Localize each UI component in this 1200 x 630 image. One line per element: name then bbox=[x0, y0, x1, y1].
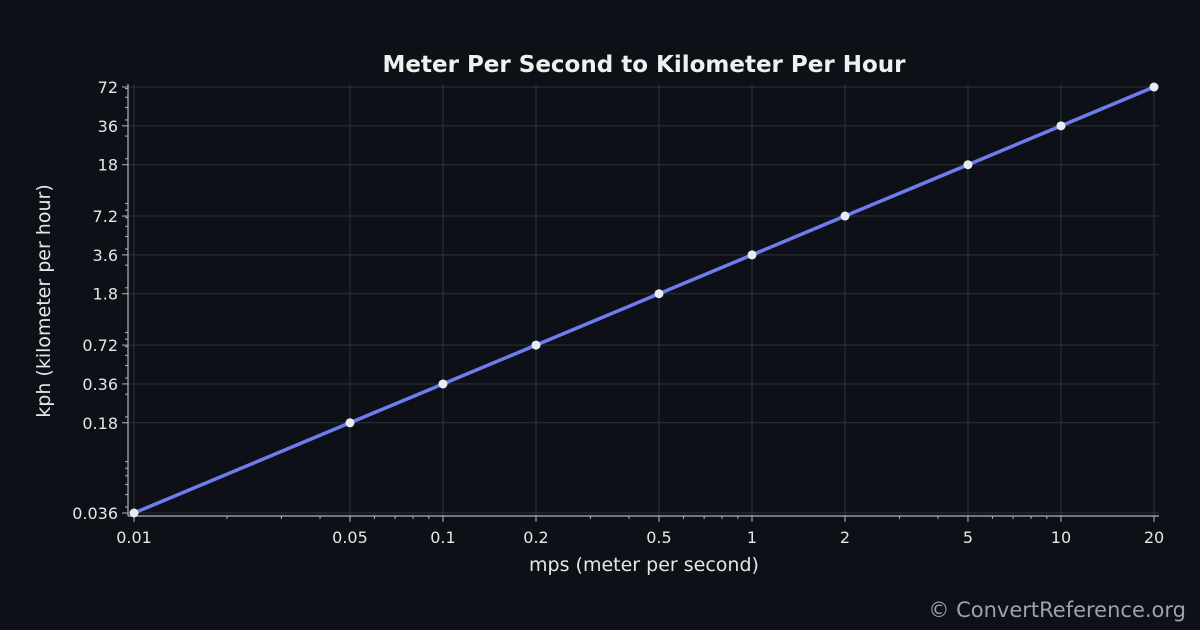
y-tick-label: 0.036 bbox=[72, 504, 118, 523]
data-point bbox=[654, 289, 664, 299]
watermark-text: © ConvertReference.org bbox=[928, 598, 1186, 622]
x-tick-label: 2 bbox=[840, 528, 850, 547]
tick-labels: 0.01 0.05 0.1 0.2 0.5 1 2 5 10 20 0.036 0.18 0.36 0.7… bbox=[72, 78, 1164, 547]
x-tick-label: 0.2 bbox=[523, 528, 548, 547]
grid-lines bbox=[128, 84, 1159, 516]
data-point bbox=[1149, 82, 1159, 92]
x-axis-label: mps (meter per second) bbox=[529, 554, 759, 576]
y-tick-label: 7.2 bbox=[93, 207, 118, 226]
data-point bbox=[345, 418, 355, 428]
data-point bbox=[963, 160, 973, 170]
x-tick-label: 1 bbox=[747, 528, 757, 547]
axes bbox=[122, 84, 1159, 522]
y-tick-label: 0.72 bbox=[82, 336, 118, 355]
data-point bbox=[129, 508, 139, 518]
x-tick-label: 5 bbox=[963, 528, 973, 547]
y-axis-label: kph (kilometer per hour) bbox=[33, 184, 55, 417]
x-tick-label: 0.05 bbox=[332, 528, 368, 547]
y-tick-label: 0.18 bbox=[82, 414, 118, 433]
data-series bbox=[129, 82, 1159, 518]
y-tick-label: 18 bbox=[98, 156, 118, 175]
x-tick-label: 0.5 bbox=[646, 528, 671, 547]
data-point bbox=[531, 340, 541, 350]
x-tick-label: 0.1 bbox=[430, 528, 455, 547]
data-point bbox=[840, 211, 850, 221]
data-point bbox=[747, 250, 757, 260]
x-tick-label: 0.01 bbox=[116, 528, 152, 547]
data-point bbox=[438, 379, 448, 389]
y-tick-label: 3.6 bbox=[93, 246, 118, 265]
y-tick-label: 36 bbox=[98, 117, 118, 136]
chart-title: Meter Per Second to Kilometer Per Hour bbox=[383, 52, 907, 78]
data-point bbox=[1056, 121, 1066, 131]
y-tick-label: 1.8 bbox=[93, 285, 118, 304]
y-tick-label: 0.36 bbox=[82, 375, 118, 394]
y-tick-label: 72 bbox=[98, 78, 118, 97]
x-tick-label: 10 bbox=[1051, 528, 1071, 547]
x-tick-label: 20 bbox=[1144, 528, 1164, 547]
series-line bbox=[133, 85, 1155, 515]
